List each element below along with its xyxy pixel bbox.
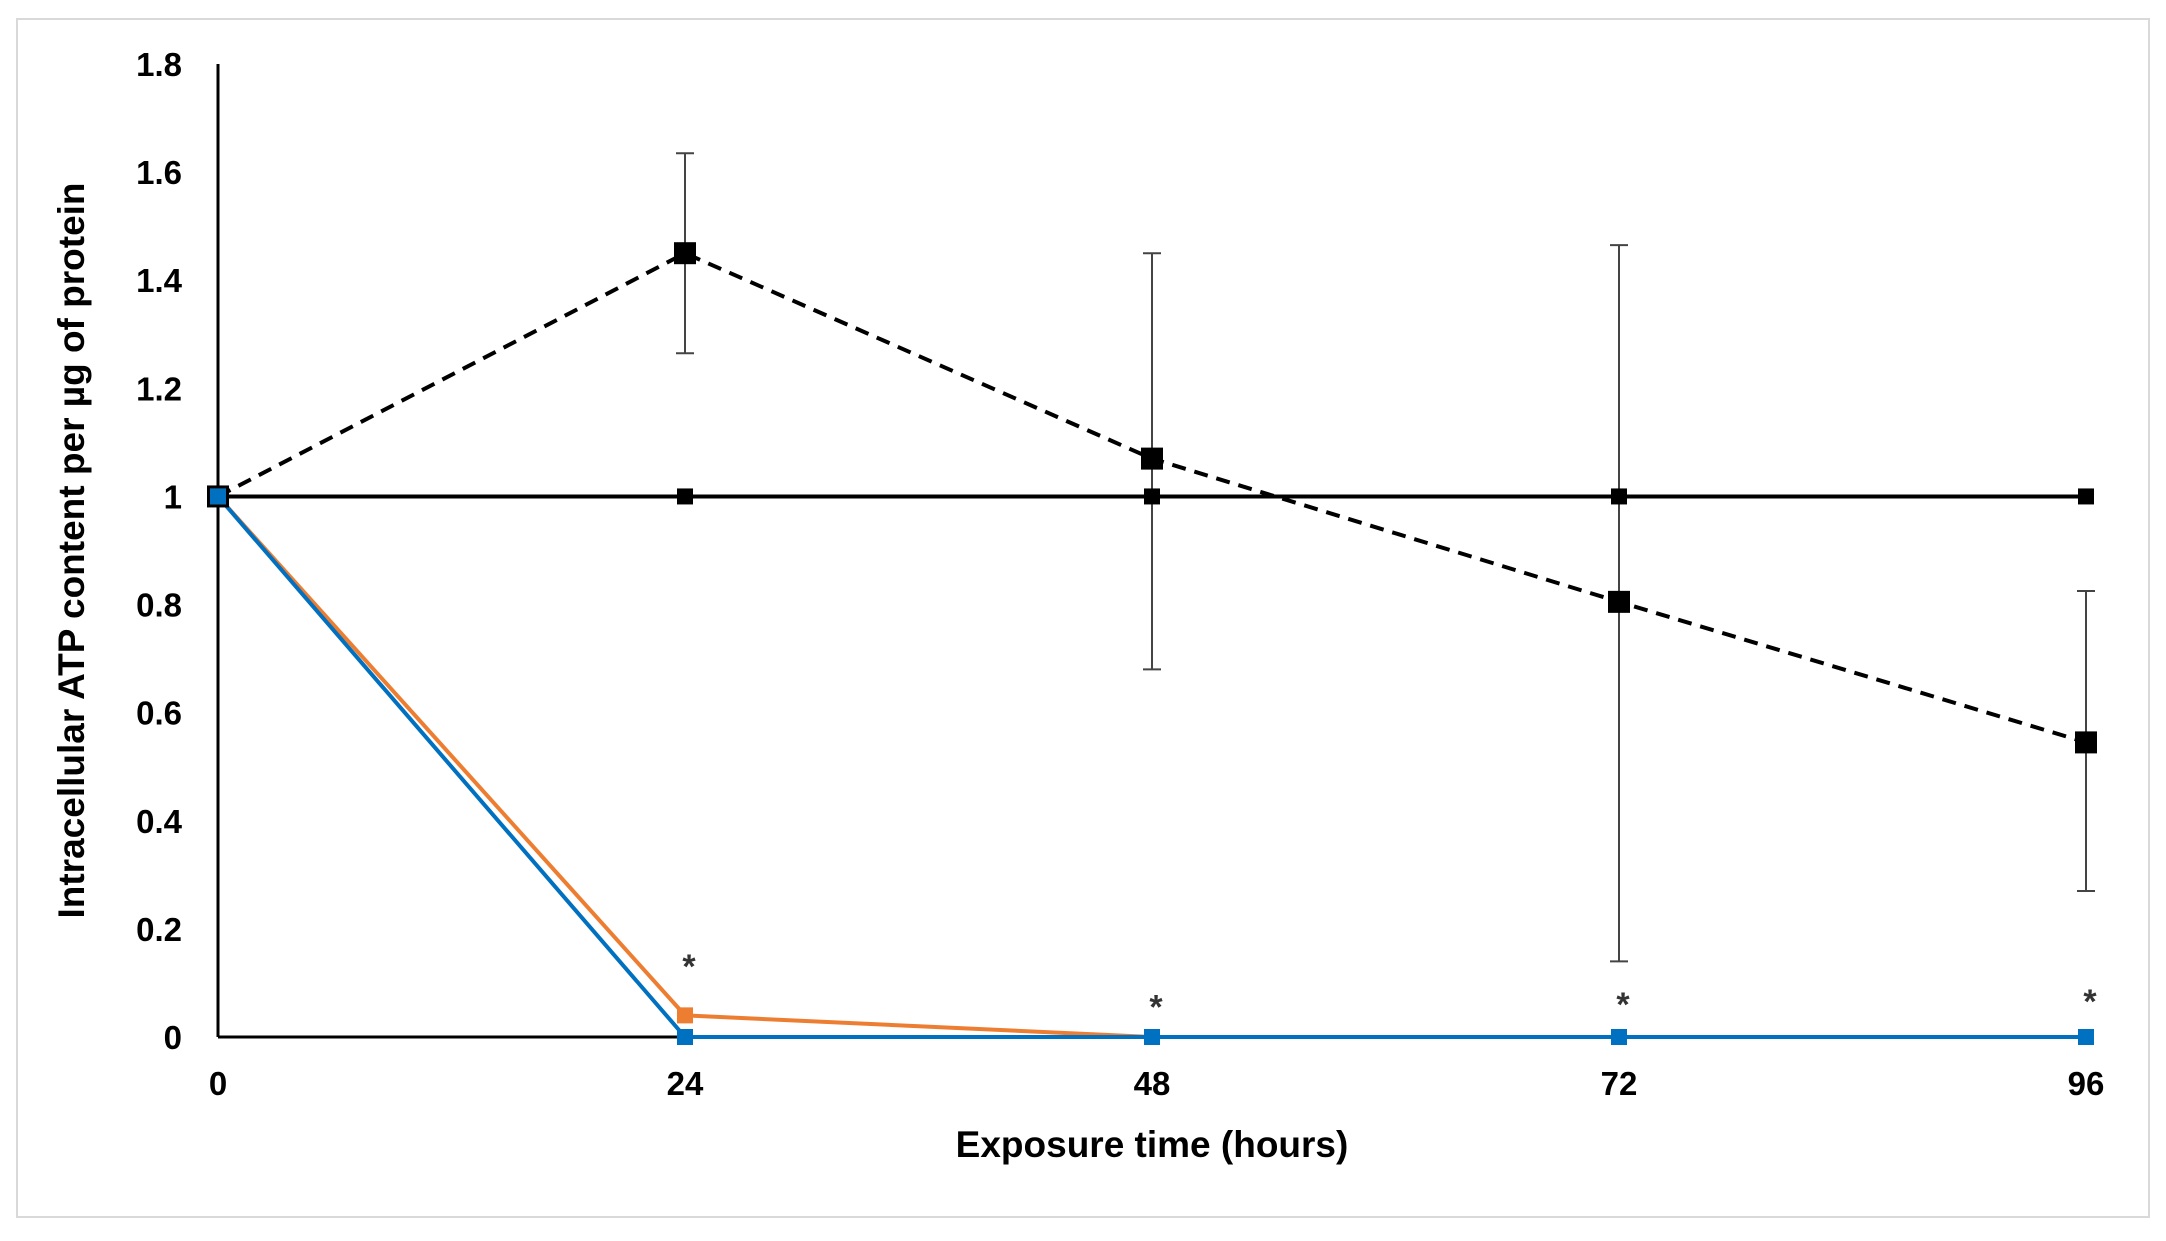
x-axis-title: Exposure time (hours) <box>956 1124 1349 1165</box>
data-point-marker <box>677 488 693 505</box>
data-point-marker <box>2075 731 2097 754</box>
data-point-marker <box>2078 488 2094 505</box>
y-tick-label: 0.2 <box>136 911 182 948</box>
chart-frame <box>16 18 2150 1218</box>
y-tick-label: 1.8 <box>136 46 182 83</box>
significance-annotations: * * * * <box>682 948 2097 1027</box>
data-point-marker <box>677 1029 693 1045</box>
data-point-marker <box>1611 488 1627 505</box>
data-point-marker <box>1144 1029 1160 1045</box>
y-tick-label: 0 <box>164 1019 182 1056</box>
series-markers <box>207 242 2097 1045</box>
x-tick-labels: 0 24 48 72 96 <box>209 1065 2105 1102</box>
x-tick-label: 96 <box>2068 1065 2105 1102</box>
significance-asterisk: * <box>682 948 696 986</box>
x-tick-label: 24 <box>667 1065 704 1102</box>
y-tick-labels: 0 0.2 0.4 0.6 0.8 1 1.2 1.4 1.6 1.8 <box>136 46 183 1056</box>
y-tick-label: 1.2 <box>136 370 182 407</box>
data-point-marker <box>1141 447 1163 470</box>
y-tick-label: 0.6 <box>136 695 182 732</box>
data-point-marker <box>2078 1029 2094 1045</box>
y-tick-label: 1 <box>164 478 182 515</box>
y-tick-label: 0.4 <box>136 803 183 840</box>
data-point-marker <box>674 242 696 265</box>
y-tick-label: 0.8 <box>136 587 182 624</box>
significance-asterisk: * <box>1616 986 1630 1024</box>
x-tick-label: 48 <box>1134 1065 1171 1102</box>
significance-asterisk: * <box>2083 983 2097 1021</box>
y-axis-title: Intracellular ATP content per µg of prot… <box>51 182 92 918</box>
data-point-marker <box>210 488 226 505</box>
error-bars <box>676 152 2095 963</box>
data-point-marker <box>677 1007 693 1024</box>
significance-asterisk: * <box>1149 989 1163 1027</box>
y-tick-label: 1.4 <box>136 262 183 299</box>
data-point-marker <box>1144 488 1160 505</box>
data-point-marker <box>1608 590 1630 613</box>
x-tick-label: 72 <box>1601 1065 1638 1102</box>
x-tick-label: 0 <box>209 1065 227 1102</box>
data-point-marker <box>1611 1029 1627 1045</box>
y-tick-label: 1.6 <box>136 154 182 191</box>
